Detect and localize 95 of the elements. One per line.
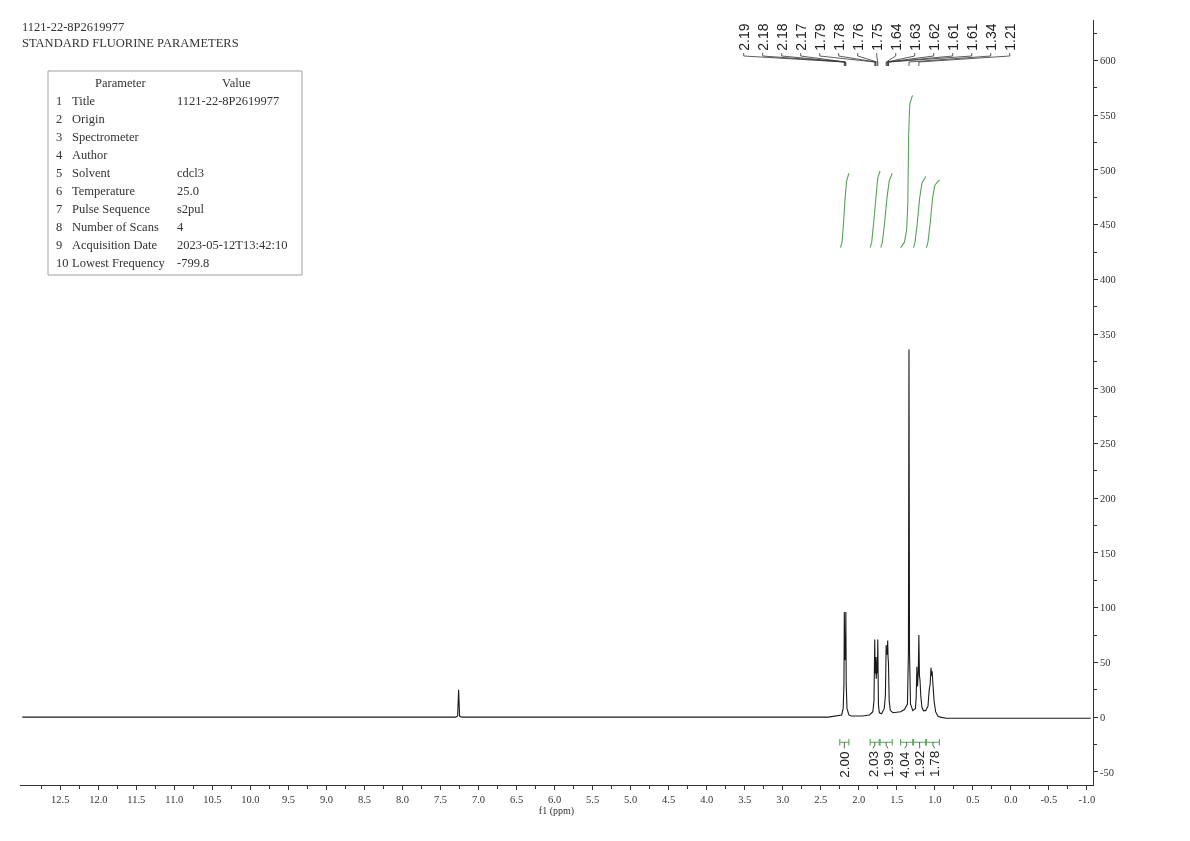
annotation: Author (72, 148, 109, 162)
x-tick-label: 8.0 (395, 793, 410, 805)
annotation: 9 (56, 238, 63, 252)
annotation: Temperature (72, 184, 136, 198)
annotation: 1.78 (830, 23, 847, 51)
annotation: 1121-22-8P2619977 (177, 94, 280, 108)
annotation: 3 (56, 130, 63, 144)
x-tick-label: 1.0 (928, 793, 942, 805)
annotation: 1.78 (927, 750, 943, 778)
annotation: 4 (177, 220, 184, 234)
annotation: 1.76 (849, 23, 866, 51)
annotation: 2.00 (837, 751, 853, 778)
annotation: 1.75 (868, 23, 885, 51)
annotation: 2.17 (792, 23, 809, 51)
annotation: 1.63 (906, 23, 923, 51)
annotation: 2.18 (754, 23, 771, 51)
annotation: 5 (56, 166, 63, 180)
annotation: Lowest Frequency (72, 256, 166, 270)
annotation: 25.0 (177, 184, 199, 198)
y-tick-label: 200 (1100, 492, 1116, 504)
x-tick-label: 3.0 (776, 793, 790, 805)
x-tick-label: 0.0 (1004, 793, 1018, 805)
x-axis-title: f1 (ppm) (538, 804, 575, 817)
y-tick-label: -50 (1100, 766, 1115, 778)
x-tick-label: 10.5 (203, 793, 222, 805)
annotation: 7 (56, 202, 63, 216)
annotation: Solvent (72, 166, 111, 180)
y-tick-label: 100 (1100, 602, 1116, 614)
x-tick-label: 6.5 (510, 793, 524, 805)
annotation: Title (72, 94, 96, 108)
text: STANDARD FLUORINE PARAMETERS (22, 36, 239, 50)
y-tick-label: 150 (1100, 547, 1116, 559)
annotation: 1.79 (811, 23, 828, 51)
y-tick-label: 500 (1100, 164, 1116, 176)
y-tick-label: 50 (1100, 657, 1111, 669)
x-tick-label: 10.0 (241, 793, 260, 805)
y-tick-label: 400 (1100, 274, 1116, 286)
annotation: Spectrometer (72, 130, 140, 144)
chart-title: 1121-22-8P2619977 (22, 20, 125, 34)
annotation: Value (222, 76, 251, 90)
x-tick-label: 11.0 (165, 793, 184, 805)
x-tick-label: 12.5 (51, 793, 70, 805)
annotation: Pulse Sequence (72, 202, 151, 216)
annotation: 2023-05-12T13:42:10 (177, 238, 288, 252)
x-tick-label: 12.0 (89, 793, 108, 805)
annotation: Acquisition Date (72, 238, 158, 252)
y-tick-label: 0 (1100, 711, 1106, 723)
annotation: Origin (72, 112, 106, 126)
annotation: 1.99 (880, 750, 896, 778)
x-tick-label: 11.5 (127, 793, 146, 805)
annotation: 2.19 (735, 23, 752, 51)
y-tick-label: 600 (1100, 55, 1116, 67)
x-tick-label: 9.5 (281, 793, 295, 805)
annotation: 10 (56, 256, 69, 270)
x-tick-label: 5.0 (624, 793, 638, 805)
x-tick-label: 4.0 (700, 793, 714, 805)
annotation: 1.61 (944, 23, 961, 51)
annotation: 6 (56, 184, 63, 198)
annotation: 2 (56, 112, 63, 126)
x-tick-label: 7.0 (471, 793, 486, 805)
annotation: 1.64 (887, 23, 904, 51)
annotation: 1.34 (982, 23, 999, 51)
annotation: -799.8 (177, 256, 210, 270)
x-tick-label: 6.0 (548, 793, 562, 805)
annotation: cdcl3 (177, 166, 205, 180)
x-tick-label: -0.5 (1040, 793, 1058, 805)
annotation: 1.21 (1001, 23, 1018, 51)
x-tick-label: 9.0 (319, 793, 334, 805)
annotation: 1 (56, 94, 63, 108)
x-tick-label: 2.0 (852, 793, 866, 805)
annotation: 4 (56, 148, 63, 162)
annotation: 1.62 (925, 23, 942, 51)
x-tick-label: 7.5 (433, 793, 448, 805)
annotation: 2.18 (773, 23, 790, 51)
x-tick-label: 4.5 (662, 793, 676, 805)
y-tick-label: 300 (1100, 383, 1116, 395)
annotation: 1.92 (912, 750, 928, 778)
x-tick-label: 1.5 (890, 793, 904, 805)
x-tick-label: -1.0 (1078, 793, 1096, 805)
x-tick-label: 5.5 (586, 793, 600, 805)
y-tick-label: 450 (1100, 219, 1116, 231)
annotation: 4.04 (897, 751, 913, 779)
annotation: 1.61 (963, 23, 980, 51)
annotation: Parameter (95, 76, 147, 90)
x-tick-label: 8.5 (357, 793, 372, 805)
x-tick-label: 3.5 (738, 793, 752, 805)
annotation: 8 (56, 220, 63, 234)
y-tick-label: 350 (1100, 328, 1116, 340)
x-tick-label: 0.5 (966, 793, 980, 805)
annotation: 2.03 (865, 750, 881, 778)
x-tick-label: 2.5 (814, 793, 828, 805)
annotation: Number of Scans (72, 220, 159, 234)
annotation: s2pul (177, 202, 205, 216)
y-tick-label: 550 (1100, 109, 1116, 121)
y-tick-label: 250 (1100, 438, 1116, 450)
